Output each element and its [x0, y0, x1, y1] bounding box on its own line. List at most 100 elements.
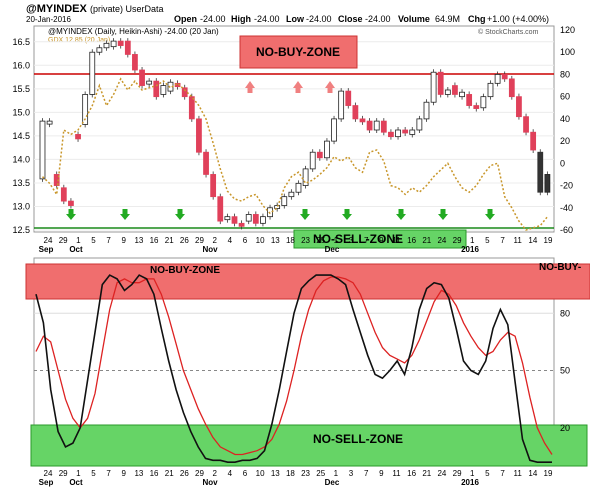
x-month-label: Sep — [39, 245, 54, 254]
candle-body — [459, 91, 465, 98]
candle-body — [487, 82, 494, 98]
stoch-right-axis: 80 50 20 — [560, 308, 570, 433]
candle-body — [245, 214, 252, 222]
x-month-label: Nov — [202, 478, 218, 487]
x-tick-label: 2 — [212, 469, 217, 478]
x-month-label: Dec — [325, 478, 340, 487]
x-tick-label: 11 — [514, 469, 523, 478]
x-tick-label: 9 — [122, 469, 127, 478]
x-month-label: 2016 — [461, 245, 479, 254]
price-tick-label: 13.0 — [12, 201, 30, 211]
down-arrow-icon — [485, 209, 495, 220]
candle-body — [544, 174, 551, 193]
x-tick-label: 2 — [212, 236, 217, 245]
osc-tick-label: 20 — [560, 136, 570, 146]
chg-value: +1.00 (+4.00%) — [487, 14, 549, 24]
no-sell-zone-label-top: NO-SELL-ZONE — [313, 232, 403, 246]
x-tick-label: 26 — [180, 469, 189, 478]
open-value: -24.00 — [200, 14, 226, 24]
x-tick-label: 18 — [286, 469, 295, 478]
down-arrow-icon — [438, 209, 448, 220]
x-tick-label: 5 — [485, 236, 490, 245]
candle-body — [252, 214, 259, 224]
price-left-axis: 12.5 13.0 13.5 14.0 14.5 15.0 15.5 16.0 16.5 — [12, 37, 30, 235]
x-tick-label: 6 — [243, 469, 248, 478]
x-tick-label: 29 — [195, 469, 204, 478]
no-buy-zone-label-edge: NO-BUY- — [539, 262, 581, 273]
high-label: High — [231, 14, 251, 24]
candle-body — [281, 196, 288, 206]
low-value: -24.00 — [306, 14, 332, 24]
x-tick-label: 7 — [106, 236, 111, 245]
candle-body — [480, 96, 487, 109]
up-arrow-icon — [325, 81, 335, 93]
no-sell-zone-label-bottom: NO-SELL-ZONE — [313, 432, 403, 446]
x-tick-label: 24 — [44, 469, 53, 478]
x-month-label: Oct — [69, 478, 83, 487]
x-tick-label: 29 — [59, 469, 68, 478]
candle-body — [388, 131, 394, 138]
candle-body — [302, 168, 309, 186]
candle-body — [508, 78, 515, 98]
x-tick-label: 26 — [180, 236, 189, 245]
x-tick-label: 29 — [195, 236, 204, 245]
x-month-label: Oct — [69, 245, 83, 254]
x-tick-label: 16 — [150, 469, 159, 478]
candle-body — [359, 118, 366, 123]
x-tick-label: 24 — [437, 469, 446, 478]
x-month-label: Sep — [39, 478, 54, 487]
x-tick-label: 1 — [334, 236, 339, 245]
x-tick-label: 10 — [256, 469, 265, 478]
x-tick-label: 13 — [134, 236, 143, 245]
candle-body — [60, 187, 67, 202]
price-tick-label: 15.5 — [12, 84, 30, 94]
candle-body — [132, 54, 138, 71]
osc-tick-label: -40 — [560, 203, 573, 213]
no-buy-zone-label-top: NO-BUY-ZONE — [256, 45, 340, 59]
gdx-line — [41, 77, 548, 231]
no-sell-zone-box-top — [293, 229, 467, 249]
x-tick-label: 25 — [316, 469, 325, 478]
x-tick-label: 29 — [453, 469, 462, 478]
candle-body — [501, 74, 508, 80]
candle-body — [516, 96, 522, 118]
candle-body — [373, 120, 380, 131]
candle-body — [203, 151, 209, 175]
down-arrow-icon — [120, 209, 130, 220]
price-tick-label: 13.5 — [12, 178, 30, 188]
candle-body — [110, 40, 117, 48]
chg-label: Chg — [468, 14, 486, 24]
x-tick-label: 10 — [256, 236, 265, 245]
candle-body — [345, 90, 352, 106]
x-tick-label: 13 — [271, 469, 280, 478]
candle-body — [537, 151, 544, 193]
price-x-axis: 24 29 1 5 7 9 13 16 21 26 29 2 4 6 10 13 18 23 25 1 3 7 9 11 16 2… — [39, 236, 553, 254]
x-tick-label: 9 — [379, 236, 384, 245]
x-tick-label: 3 — [349, 236, 354, 245]
candle-body — [53, 174, 60, 186]
candle-body — [430, 71, 437, 103]
osc-tick-label: 40 — [560, 114, 570, 124]
x-tick-label: 7 — [500, 469, 505, 478]
candle-body — [267, 207, 273, 218]
price-tick-label: 14.0 — [12, 154, 30, 164]
candle-body — [46, 120, 53, 125]
candle-body — [444, 89, 451, 95]
x-tick-label: 7 — [106, 469, 111, 478]
candle-body — [238, 222, 245, 227]
candle-body — [473, 105, 480, 109]
candle-body — [338, 90, 345, 120]
candle-body — [117, 40, 124, 46]
x-tick-label: 11 — [392, 236, 401, 245]
osc-tick-label: -60 — [560, 225, 573, 235]
candle-body — [423, 101, 430, 120]
candle-body — [395, 129, 401, 138]
candle-body — [260, 216, 266, 224]
price-tick-label: 12.5 — [12, 225, 30, 235]
candle-body — [316, 151, 323, 159]
down-arrow-icon — [342, 209, 352, 220]
x-tick-label: 23 — [301, 236, 310, 245]
up-arrow-icon — [293, 81, 303, 93]
candle-body — [153, 80, 160, 98]
